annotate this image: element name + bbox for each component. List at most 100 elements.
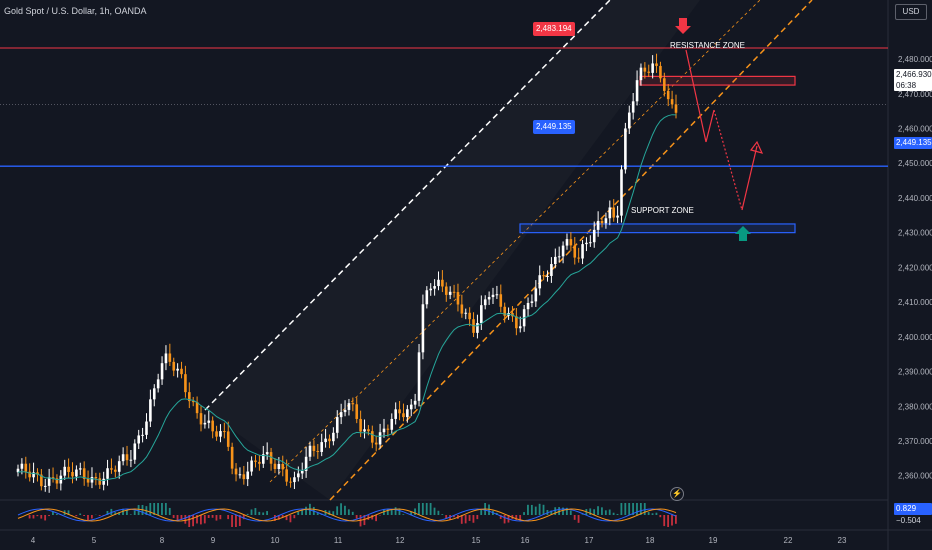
candle-body bbox=[464, 312, 468, 314]
candle-body bbox=[281, 464, 285, 470]
candle-body bbox=[137, 435, 140, 444]
x-tick-label: 5 bbox=[92, 536, 97, 545]
oscillator-bar bbox=[659, 515, 662, 518]
candle-body bbox=[75, 469, 78, 477]
candle-body bbox=[600, 220, 604, 224]
candle-body bbox=[460, 304, 464, 314]
x-tick-label: 4 bbox=[31, 536, 36, 545]
candle-body bbox=[207, 420, 211, 423]
oscillator-bar bbox=[250, 509, 253, 515]
candle-body bbox=[425, 290, 429, 305]
projection-up-path bbox=[741, 145, 758, 211]
candle-body bbox=[483, 299, 487, 306]
lightning-icon[interactable]: ⚡ bbox=[670, 487, 684, 501]
candle-body bbox=[390, 418, 394, 430]
candle-body bbox=[542, 275, 545, 277]
candle-body bbox=[382, 428, 386, 433]
candle-body bbox=[63, 466, 67, 476]
candle-body bbox=[413, 400, 417, 405]
candle-body bbox=[254, 460, 257, 462]
oscillator-bar bbox=[332, 511, 335, 515]
oscillator-bar bbox=[499, 515, 502, 519]
oscillator-bar bbox=[336, 506, 339, 515]
x-tick-label: 22 bbox=[784, 536, 793, 545]
oscillator-bar bbox=[110, 508, 113, 515]
candle-body bbox=[121, 454, 125, 462]
candle-body bbox=[265, 452, 269, 455]
candle-body bbox=[643, 67, 647, 72]
candle-body bbox=[339, 412, 343, 418]
high-price-tag: 2,483.194 bbox=[533, 22, 575, 36]
candle-body bbox=[343, 409, 347, 413]
candle-body bbox=[503, 306, 506, 316]
candle-body bbox=[612, 207, 616, 218]
x-tick-label: 15 bbox=[472, 536, 481, 545]
candle-body bbox=[347, 403, 351, 410]
oscillator-bar bbox=[538, 503, 541, 515]
candle-body bbox=[285, 469, 288, 482]
candle-body bbox=[585, 242, 588, 245]
candle-body bbox=[28, 471, 31, 478]
candle-body bbox=[203, 422, 207, 425]
candle-body bbox=[409, 404, 413, 410]
oscillator-bar bbox=[581, 514, 584, 515]
candle-body bbox=[417, 352, 421, 401]
oscillator-bar bbox=[40, 515, 43, 519]
oscillator-bar bbox=[643, 503, 646, 515]
down-arrow-marker bbox=[675, 18, 691, 34]
candle-body bbox=[184, 374, 187, 393]
oscillator-bar bbox=[402, 514, 405, 515]
candle-body bbox=[199, 413, 203, 425]
oscillator-bar bbox=[301, 510, 304, 515]
y-tick-label: 2,370.000 bbox=[898, 437, 932, 446]
candle-body bbox=[188, 392, 191, 402]
symbol-title: Gold Spot / U.S. Dollar, 1h, OANDA bbox=[4, 6, 147, 16]
y-tick-label: 2,390.000 bbox=[898, 368, 932, 377]
candle-body bbox=[125, 454, 129, 461]
oscillator-bar bbox=[90, 515, 93, 519]
candle-body bbox=[180, 368, 183, 375]
candle-body bbox=[102, 478, 105, 485]
candle-body bbox=[398, 409, 401, 414]
oscillator-bar bbox=[655, 512, 658, 515]
oscillator-bar bbox=[398, 508, 401, 515]
candle-body bbox=[195, 402, 199, 414]
x-tick-label: 17 bbox=[585, 536, 594, 545]
oscillator-bar bbox=[351, 511, 354, 515]
candle-body bbox=[569, 239, 573, 246]
x-tick-label: 8 bbox=[160, 536, 165, 545]
oscillator-bar bbox=[328, 510, 331, 515]
y-tick-label: 2,380.000 bbox=[898, 402, 932, 411]
projection-bounce-path bbox=[705, 109, 715, 143]
oscillator-bar bbox=[207, 515, 210, 519]
candle-body bbox=[78, 468, 82, 470]
candle-body bbox=[32, 472, 35, 478]
oscillator-bar bbox=[273, 515, 276, 521]
candle-body bbox=[386, 428, 390, 430]
oscillator-bar bbox=[176, 515, 179, 522]
candle-body bbox=[518, 326, 522, 329]
oscillator-bar bbox=[519, 515, 522, 521]
oscillator-bar bbox=[589, 508, 592, 515]
candle-body bbox=[674, 104, 678, 113]
y-tick-label: 2,410.000 bbox=[898, 298, 932, 307]
candle-body bbox=[530, 301, 534, 303]
resistance-zone bbox=[639, 75, 796, 86]
oscillator-bar bbox=[227, 515, 230, 520]
candle-body bbox=[308, 445, 312, 457]
oscillator-bar bbox=[316, 513, 319, 515]
candle-body bbox=[300, 470, 304, 474]
oscillator-bar bbox=[44, 515, 47, 521]
candle-body bbox=[433, 286, 436, 289]
oscillator-bar bbox=[390, 509, 393, 515]
currency-button[interactable]: USD bbox=[895, 4, 927, 20]
candle-body bbox=[480, 305, 483, 324]
candle-body bbox=[172, 361, 176, 371]
candle-body bbox=[324, 438, 327, 443]
oscillator-bar bbox=[386, 509, 389, 515]
y-tick-label: 2,400.000 bbox=[898, 333, 932, 342]
oscillator-bar bbox=[219, 515, 222, 520]
oscillator-bar bbox=[569, 510, 572, 515]
oscillator-bar bbox=[215, 515, 218, 521]
